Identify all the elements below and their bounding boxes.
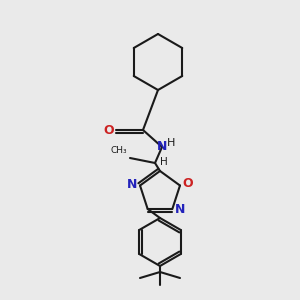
Text: O: O	[183, 177, 193, 190]
Text: O: O	[104, 124, 114, 136]
Text: N: N	[175, 203, 185, 217]
Text: H: H	[160, 157, 168, 167]
Text: H: H	[167, 138, 175, 148]
Text: CH₃: CH₃	[110, 146, 127, 155]
Text: N: N	[127, 178, 137, 191]
Text: N: N	[157, 140, 167, 152]
